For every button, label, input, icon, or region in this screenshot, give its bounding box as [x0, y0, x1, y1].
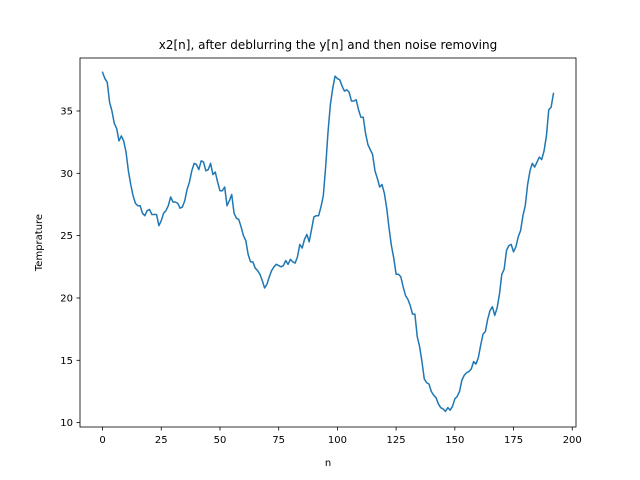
chart-title: x2[n], after deblurring the y[n] and the…: [159, 38, 498, 52]
y-tick-label: 35: [60, 106, 73, 117]
plot-frame: [79, 57, 577, 428]
x-axis-label: n: [325, 458, 331, 469]
series-line: [101, 71, 555, 413]
x-tick-label: 75: [272, 435, 285, 446]
y-tick-label: 30: [60, 169, 73, 180]
y-tick-label: 15: [60, 356, 73, 367]
x-tick-label: 25: [155, 435, 168, 446]
x-tick-label: 175: [504, 435, 523, 446]
y-axis-label: Temprature: [34, 214, 45, 272]
x-tick-label: 0: [99, 435, 105, 446]
tick-group: 0 25 50 75 100 125 150 175 200 10 15 20 25 30 35: [60, 106, 582, 446]
x-tick-label: 150: [445, 435, 464, 446]
x-tick-label: 100: [328, 435, 347, 446]
x-tick-label: 125: [387, 435, 406, 446]
y-tick-label: 25: [60, 231, 73, 242]
y-tick-label: 10: [60, 418, 73, 429]
y-tick-label: 20: [60, 293, 73, 304]
x-tick-label: 200: [563, 435, 582, 446]
x-tick-label: 50: [214, 435, 227, 446]
